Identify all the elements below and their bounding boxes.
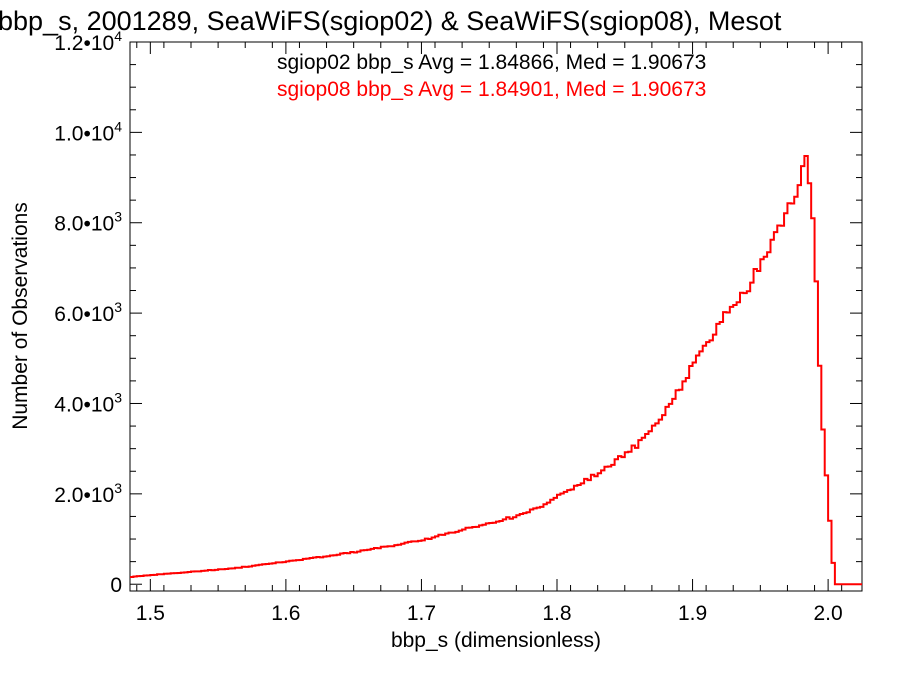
x-tick-label: 2.0: [814, 602, 843, 625]
histogram-series-line: [130, 154, 862, 586]
y-tick-mantissa: 8.0•10: [54, 213, 114, 236]
x-tick-label: 1.7: [407, 602, 436, 625]
y-tick-exponent: 3: [114, 480, 122, 496]
y-axis-label: Number of Observations: [9, 202, 32, 430]
annotation-sgiop02: sgiop02 bbp_s Avg = 1.84866, Med = 1.906…: [277, 51, 706, 74]
y-tick-label: 6.0•103: [54, 299, 122, 326]
y-tick-label: 4.0•103: [54, 389, 122, 416]
x-tick-label: 1.9: [678, 602, 707, 625]
plot-frame: [129, 41, 863, 592]
x-tick-label: 1.5: [136, 602, 165, 625]
y-tick-label: 8.0•103: [54, 209, 122, 236]
y-tick-label: 1.0•104: [54, 118, 122, 145]
y-tick-exponent: 3: [114, 299, 122, 315]
y-tick-exponent: 3: [114, 389, 122, 405]
y-tick-mantissa: 4.0•10: [54, 393, 114, 416]
y-tick-mantissa: 2.0•10: [54, 484, 114, 507]
x-axis: 1.5 1.6 1.7 1.8 1.9 2.0: [136, 42, 843, 625]
y-tick-exponent: 4: [114, 28, 122, 44]
y-tick-mantissa: 0: [110, 574, 122, 597]
y-tick-mantissa: 1.2•10: [54, 32, 114, 55]
x-tick-label: 1.8: [542, 602, 571, 625]
y-tick-label: 0: [110, 574, 122, 597]
y-tick-exponent: 4: [114, 118, 122, 134]
y-tick-label: 1.2•104: [54, 28, 122, 55]
annotation-sgiop08: sgiop08 bbp_s Avg = 1.84901, Med = 1.906…: [277, 78, 706, 101]
y-tick-exponent: 3: [114, 209, 122, 225]
y-tick-mantissa: 6.0•10: [54, 303, 114, 326]
y-axis: 02.0•1034.0•1036.0•1038.0•1031.0•1041.2•…: [54, 28, 862, 597]
y-tick-label: 2.0•103: [54, 480, 122, 507]
x-tick-label: 1.6: [271, 602, 300, 625]
chart-title: bbp_s, 2001289, SeaWiFS(sgiop02) & SeaWi…: [0, 6, 782, 36]
x-axis-label: bbp_s (dimensionless): [391, 629, 601, 652]
series-layer: [130, 154, 862, 586]
y-tick-mantissa: 1.0•10: [54, 122, 114, 145]
